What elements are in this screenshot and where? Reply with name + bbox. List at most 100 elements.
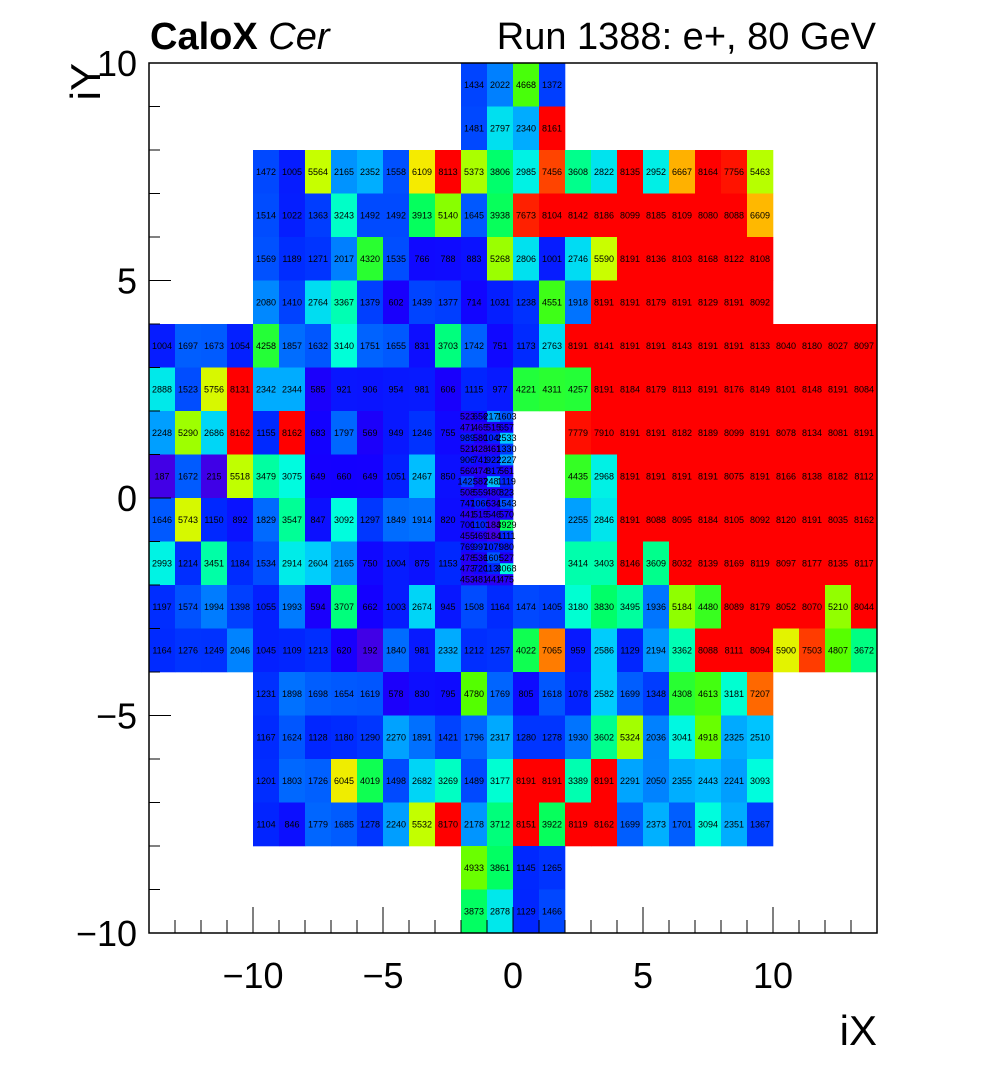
heatmap-cell-label: 8162 <box>230 428 250 438</box>
heatmap-cell-label: 1857 <box>282 341 302 351</box>
heatmap-cell <box>565 672 592 716</box>
heatmap-cell-label: 8191 <box>698 384 718 394</box>
heatmap-cell-label: 2822 <box>594 167 614 177</box>
heatmap-cell-label: 8180 <box>802 341 822 351</box>
heatmap-cell-label: 1632 <box>308 341 328 351</box>
heatmap-cell-label: 1672 <box>178 471 198 481</box>
heatmap-cell <box>721 324 748 368</box>
heatmap-fine-cell-label: 587 <box>473 477 488 487</box>
heatmap-cell-label: 1796 <box>464 732 484 742</box>
heatmap-cell-label: 1367 <box>750 819 770 829</box>
heatmap-cell <box>643 802 670 847</box>
heatmap-cell <box>487 672 514 716</box>
heatmap-cell-label: 8191 <box>620 428 640 438</box>
heatmap-cell-label: 3830 <box>594 602 614 612</box>
heatmap-cell <box>695 802 722 847</box>
x-axis-label: iX <box>840 1007 877 1054</box>
heatmap-cell-label: 8097 <box>854 341 874 351</box>
heatmap-cell-label: 1180 <box>334 732 353 742</box>
heatmap-cell-label: 1214 <box>178 558 198 568</box>
heatmap-fine-cell-label: 656 <box>473 411 488 421</box>
heatmap-cell-label: 5743 <box>178 515 198 525</box>
heatmap-cell <box>851 367 878 412</box>
heatmap-cell-label: 1153 <box>438 558 457 568</box>
heatmap-cell <box>539 846 566 890</box>
heatmap-cell-label: 3094 <box>698 819 718 829</box>
heatmap-cell-label: 1164 <box>490 602 509 612</box>
heatmap-cell-label: 2332 <box>438 645 458 655</box>
heatmap-cell <box>305 802 332 847</box>
heatmap-fine-cell-label: 465 <box>473 422 488 432</box>
heatmap-cell-label: 8182 <box>828 471 848 481</box>
heatmap-cell-label: 3367 <box>334 297 354 307</box>
heatmap-cell-label: 1829 <box>256 515 276 525</box>
heatmap-cell-label: 8131 <box>230 384 250 394</box>
heatmap-cell <box>279 367 306 412</box>
heatmap-cell-label: 8191 <box>646 341 666 351</box>
heatmap-cell-label: 1898 <box>282 689 302 699</box>
brand-label: CaloX <box>150 16 258 58</box>
heatmap-cell-label: 1779 <box>308 819 328 829</box>
heatmap-cell-label: 8142 <box>568 210 588 220</box>
heatmap-fine-cell <box>500 443 514 455</box>
heatmap-cell-label: 2194 <box>646 645 666 655</box>
heatmap-cell-label: 8179 <box>646 384 666 394</box>
heatmap-cell-label: 2510 <box>750 732 770 742</box>
heatmap-cell-label: 883 <box>466 254 481 264</box>
heatmap-cell <box>175 585 202 629</box>
heatmap-cell-label: 1655 <box>386 341 406 351</box>
heatmap-cell-label: 8112 <box>854 471 873 481</box>
heatmap-fine-cell <box>474 443 488 455</box>
heatmap-cell-label: 8103 <box>672 254 692 264</box>
heatmap-cell <box>357 280 384 325</box>
heatmap-fine-cell <box>487 563 501 575</box>
heatmap-cell <box>253 454 280 499</box>
heatmap-cell-label: 1051 <box>386 471 406 481</box>
heatmap-cell <box>331 628 358 673</box>
heatmap-cell-label: 2985 <box>516 167 536 177</box>
heatmap-cell-label: 1498 <box>386 776 406 786</box>
heatmap-cell-label: 8097 <box>776 558 796 568</box>
heatmap-cell-label: 2240 <box>386 819 406 829</box>
heatmap-cell-label: 949 <box>388 428 403 438</box>
heatmap-fine-cell <box>487 519 501 531</box>
heatmap-cell-label: 2046 <box>230 645 250 655</box>
heatmap-cell <box>487 367 514 412</box>
heatmap-cell <box>617 715 644 760</box>
heatmap-cell <box>461 367 488 412</box>
heatmap-cell <box>747 237 774 281</box>
heatmap-cell-label: 1372 <box>542 80 562 90</box>
heatmap-cell-label: 1276 <box>178 645 198 655</box>
heatmap-fine-cell <box>487 552 501 564</box>
heatmap-cell <box>357 802 384 847</box>
heatmap-cell-label: 2080 <box>256 297 276 307</box>
heatmap-cell-label: 8191 <box>620 471 640 481</box>
heatmap-cell <box>721 672 748 716</box>
heatmap-fine-cell-label: 546 <box>486 509 501 519</box>
heatmap-cell <box>565 541 592 586</box>
heatmap-fine-cell-label: 1603 <box>496 411 516 421</box>
heatmap-cell-label: 8084 <box>854 384 874 394</box>
heatmap-cell-label: 8135 <box>620 167 640 177</box>
heatmap-fine-cell <box>500 508 514 521</box>
heatmap-cell-label: 8138 <box>802 471 822 481</box>
heatmap-cell-label: 4320 <box>360 254 380 264</box>
heatmap-cell <box>669 541 696 586</box>
heatmap-fine-cell-label: 474 <box>473 466 488 476</box>
heatmap-cell <box>201 454 228 499</box>
heatmap-cell-label: 1055 <box>256 602 276 612</box>
heatmap-cell-label: 6667 <box>672 167 692 177</box>
heatmap-cell <box>721 411 748 455</box>
heatmap-fine-cell <box>461 574 475 586</box>
heatmap-cell <box>435 367 462 412</box>
heatmap-cell <box>409 411 436 455</box>
heatmap-cell <box>591 802 618 847</box>
heatmap-cell <box>825 498 852 542</box>
heatmap-cell-label: 8170 <box>438 819 458 829</box>
heatmap-cell <box>669 585 696 629</box>
heatmap-fine-cell <box>487 476 501 488</box>
heatmap-fine-cell <box>461 530 475 542</box>
heatmap-cell <box>149 454 176 499</box>
heatmap-cell-label: 830 <box>414 689 429 699</box>
heatmap-fine-cell-label: 1103 <box>471 520 490 530</box>
